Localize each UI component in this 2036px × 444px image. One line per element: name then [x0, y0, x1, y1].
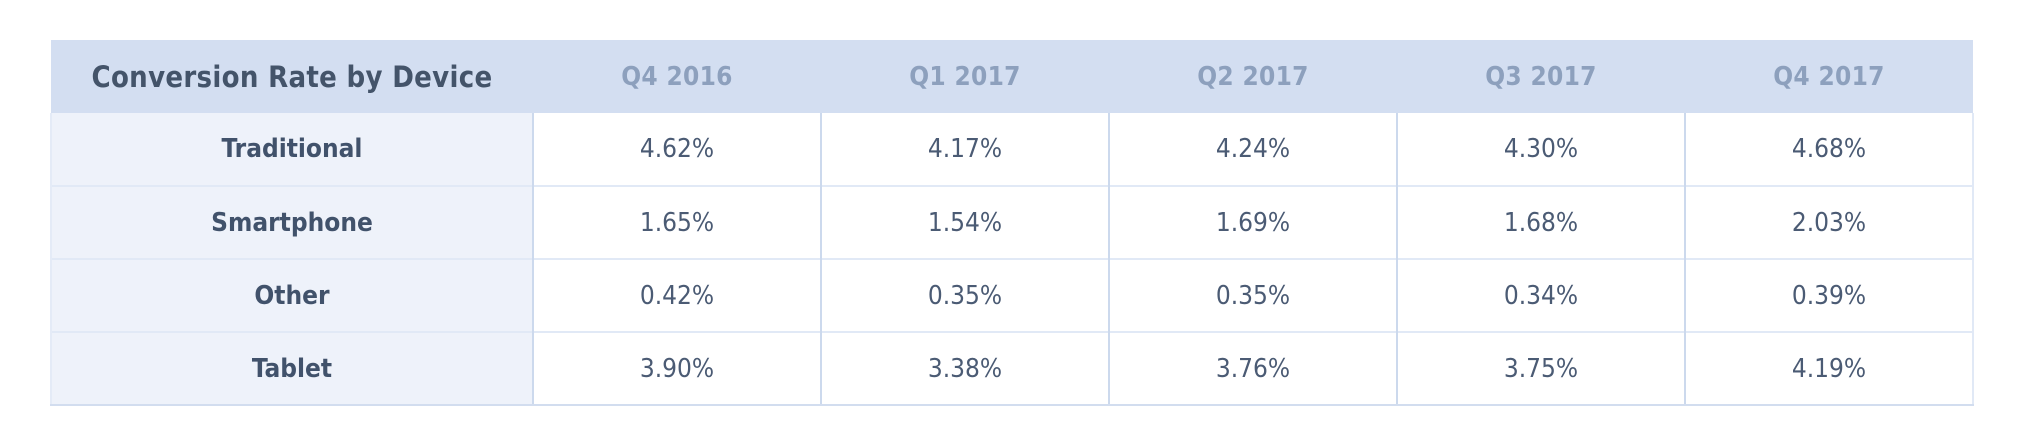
- value-cell: 1.69%: [1108, 185, 1397, 259]
- value-cell: 0.42%: [532, 258, 821, 332]
- value-cell: 3.90%: [532, 331, 821, 406]
- value-cell: 2.03%: [1684, 185, 1974, 259]
- value-cell: 4.62%: [532, 113, 821, 186]
- value-cell: 4.24%: [1108, 113, 1397, 186]
- value-cell: 1.54%: [820, 185, 1109, 259]
- row-label: Other: [50, 258, 533, 332]
- column-header-q4-2017: Q4 2017: [1685, 40, 1973, 113]
- table-title: Conversion Rate by Device: [51, 40, 533, 113]
- column-header-q4-2016: Q4 2016: [533, 40, 821, 113]
- value-cell: 3.38%: [820, 331, 1109, 406]
- value-cell: 4.30%: [1396, 113, 1685, 186]
- table-row-traditional: Traditional 4.62% 4.17% 4.24% 4.30% 4.68…: [50, 113, 1974, 186]
- row-label: Traditional: [50, 113, 533, 186]
- table-row-smartphone: Smartphone 1.65% 1.54% 1.69% 1.68% 2.03%: [50, 185, 1974, 259]
- row-label: Smartphone: [50, 185, 533, 259]
- column-header-q3-2017: Q3 2017: [1397, 40, 1685, 113]
- row-label: Tablet: [50, 331, 533, 406]
- column-header-q1-2017: Q1 2017: [821, 40, 1109, 113]
- value-cell: 1.65%: [532, 185, 821, 259]
- value-cell: 0.34%: [1396, 258, 1685, 332]
- value-cell: 4.68%: [1684, 113, 1974, 186]
- value-cell: 4.17%: [820, 113, 1109, 186]
- value-cell: 0.35%: [1108, 258, 1397, 332]
- value-cell: 4.19%: [1684, 331, 1974, 406]
- conversion-rate-table: Conversion Rate by Device Q4 2016 Q1 201…: [50, 40, 1974, 406]
- column-header-q2-2017: Q2 2017: [1109, 40, 1397, 113]
- value-cell: 0.39%: [1684, 258, 1974, 332]
- value-cell: 3.75%: [1396, 331, 1685, 406]
- value-cell: 0.35%: [820, 258, 1109, 332]
- value-cell: 1.68%: [1396, 185, 1685, 259]
- value-cell: 3.76%: [1108, 331, 1397, 406]
- table-row-other: Other 0.42% 0.35% 0.35% 0.34% 0.39%: [50, 258, 1974, 332]
- header-row: Conversion Rate by Device Q4 2016 Q1 201…: [51, 40, 1973, 113]
- table-row-tablet: Tablet 3.90% 3.38% 3.76% 3.75% 4.19%: [50, 331, 1974, 406]
